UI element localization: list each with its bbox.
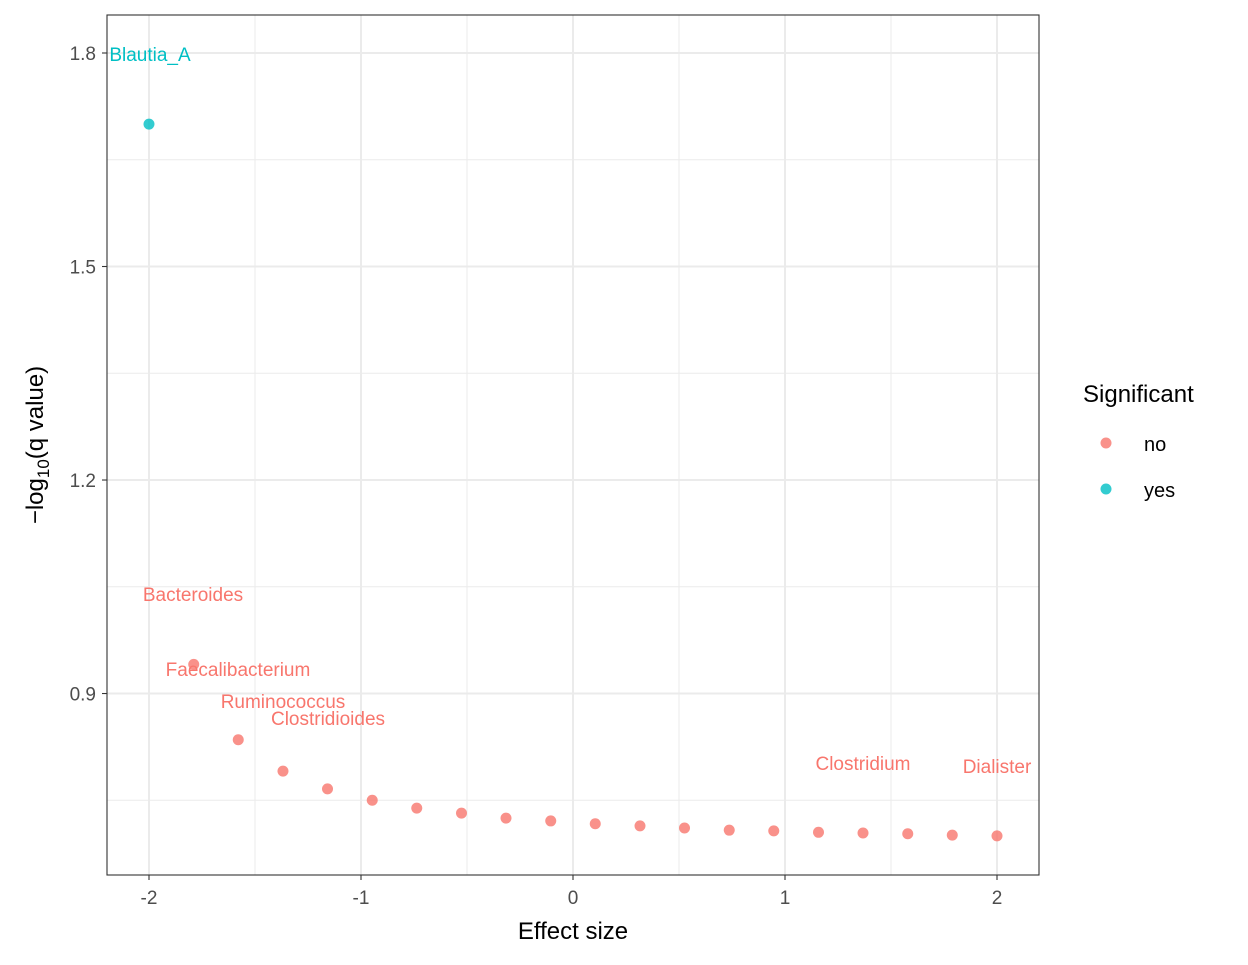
axes: -2 -1 0 1 2 0.9 1.2 1.5 1.8	[70, 44, 1003, 909]
data-point	[723, 824, 735, 836]
legend-key-yes	[1100, 483, 1112, 495]
x-axis-title: Effect size	[518, 918, 628, 945]
data-point	[143, 118, 155, 130]
data-point	[411, 802, 423, 814]
data-point	[857, 827, 869, 839]
data-point	[634, 820, 646, 832]
data-point	[500, 812, 512, 824]
data-point	[455, 807, 467, 819]
x-tick-label: -1	[353, 888, 370, 909]
x-tick-label: 1	[780, 888, 791, 909]
point-label: Clostridium	[815, 754, 910, 775]
points-layer	[143, 118, 1003, 842]
data-point	[946, 829, 958, 841]
point-label: Dialister	[963, 757, 1032, 778]
data-point	[366, 794, 378, 806]
data-point	[545, 815, 557, 827]
data-point	[277, 765, 289, 777]
legend: Significant no yes	[1083, 381, 1194, 502]
data-point	[589, 818, 601, 830]
data-point	[812, 826, 824, 838]
labels-layer: Blautia_A Bacteroides Faecalibacterium Rumi…	[109, 45, 1032, 778]
data-point	[232, 734, 244, 746]
data-point	[902, 828, 914, 840]
point-label: Clostridioides	[271, 709, 385, 730]
x-tick-label: 2	[992, 888, 1003, 909]
gridlines	[107, 15, 1039, 875]
point-label: Ruminococcus	[221, 692, 346, 713]
data-point	[188, 658, 200, 670]
y-tick-label: 0.9	[70, 685, 96, 706]
y-tick-label: 1.2	[70, 471, 96, 492]
point-label: Bacteroides	[143, 585, 243, 606]
point-label: Blautia_A	[109, 45, 191, 66]
data-point	[322, 783, 334, 795]
legend-label: no	[1144, 434, 1166, 456]
data-point	[991, 830, 1003, 842]
y-tick-label: 1.5	[70, 258, 96, 279]
legend-title: Significant	[1083, 381, 1194, 408]
point-label: Faecalibacterium	[166, 660, 311, 681]
y-tick-label: 1.8	[70, 44, 96, 65]
x-tick-label: -2	[141, 888, 158, 909]
x-tick-label: 0	[568, 888, 579, 909]
data-point	[679, 822, 691, 834]
y-axis-title: −log10(q value)	[22, 366, 53, 524]
legend-key-no	[1100, 437, 1112, 449]
legend-label: yes	[1144, 480, 1175, 502]
data-point	[768, 825, 780, 837]
